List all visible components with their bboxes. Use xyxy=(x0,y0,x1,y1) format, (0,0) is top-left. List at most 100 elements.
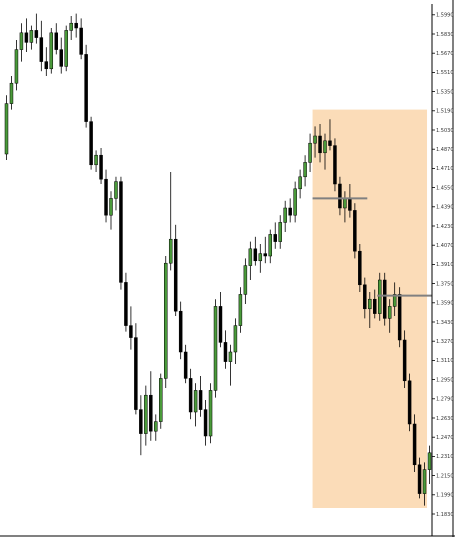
y-tick-label: 1.5190 xyxy=(436,109,454,115)
y-tick-label: 1.4390 xyxy=(436,205,454,211)
candle xyxy=(168,172,173,271)
candle-body-bear xyxy=(188,378,193,413)
candle-body-bear xyxy=(273,234,277,242)
candle xyxy=(94,150,98,172)
candle xyxy=(4,95,9,160)
candle-body-bear xyxy=(412,423,417,466)
candle-body-bear xyxy=(59,49,63,67)
candle xyxy=(59,37,63,74)
candle-body-bear xyxy=(124,282,128,326)
candle-body-bear xyxy=(84,54,88,122)
candle xyxy=(363,277,367,319)
candle xyxy=(19,23,24,62)
candle-body-bear xyxy=(338,183,342,209)
candle-body-bear xyxy=(173,238,178,312)
candle-body-bull xyxy=(248,248,253,266)
candle-body-bull xyxy=(343,198,347,209)
candle xyxy=(154,414,158,441)
candle-body-bear xyxy=(288,207,292,216)
candle xyxy=(387,299,392,333)
candle xyxy=(268,229,272,264)
y-tick-label: 1.3750 xyxy=(436,281,454,287)
candle-body-bull xyxy=(422,469,427,494)
candle xyxy=(378,272,382,321)
candle xyxy=(9,76,14,110)
candle-body-bull xyxy=(164,262,168,379)
candle-body-bull xyxy=(19,32,24,50)
candle xyxy=(178,301,183,360)
candle xyxy=(243,258,248,304)
candle-body-bear xyxy=(129,325,133,338)
candle xyxy=(213,299,218,398)
candle-body-bear xyxy=(333,145,337,185)
candle-body-bull xyxy=(298,176,302,190)
candle-body-bear xyxy=(353,210,357,252)
candle-body-bear xyxy=(328,140,332,146)
candle-body-bull xyxy=(69,22,73,31)
candle xyxy=(34,13,39,44)
candle-body-bull xyxy=(427,452,432,470)
candle xyxy=(69,16,73,40)
candle-body-bear xyxy=(407,380,412,425)
candle xyxy=(382,272,387,326)
y-tick-label: 1.2310 xyxy=(436,454,454,460)
candle xyxy=(427,445,432,484)
candle xyxy=(29,25,34,50)
candle xyxy=(412,414,417,472)
y-tick-label: 1.5990 xyxy=(436,13,454,19)
candle xyxy=(298,169,302,199)
candle xyxy=(397,287,402,348)
candle xyxy=(402,330,407,388)
y-tick-label: 1.4230 xyxy=(436,224,454,230)
candle-body-bull xyxy=(392,294,397,307)
candle-body-bull xyxy=(168,238,173,264)
candle xyxy=(353,203,357,259)
candle xyxy=(14,40,19,91)
candle xyxy=(293,181,297,223)
candle xyxy=(49,28,54,74)
candle-body-bull xyxy=(268,234,272,257)
candle-body-bull xyxy=(4,103,9,155)
candle xyxy=(303,155,307,187)
y-tick-label: 1.1990 xyxy=(436,493,454,499)
candle-body-bear xyxy=(74,22,78,29)
candle-body-bear xyxy=(44,61,49,70)
candle-body-bull xyxy=(154,421,158,432)
candle-body-bull xyxy=(313,135,317,144)
y-tick-label: 1.2790 xyxy=(436,397,454,403)
candle-body-bull xyxy=(49,32,54,70)
candle-body-bear xyxy=(34,30,39,38)
candle-body-bull xyxy=(293,188,297,216)
candle xyxy=(333,138,337,192)
candle xyxy=(129,306,133,350)
level-lines-layer xyxy=(312,197,432,297)
candle xyxy=(208,383,213,444)
candle-body-bull xyxy=(94,154,98,166)
candle-body-bear xyxy=(24,32,29,43)
candle-body-bull xyxy=(9,82,14,104)
y-tick-label: 1.4870 xyxy=(436,147,454,153)
y-tick-label: 1.2630 xyxy=(436,416,454,422)
y-tick-label: 1.4710 xyxy=(436,166,454,172)
candle xyxy=(407,373,412,432)
candle-body-bull xyxy=(243,265,248,295)
candle xyxy=(238,287,243,333)
candle xyxy=(318,124,322,163)
candle-body-bull xyxy=(114,181,118,199)
candle xyxy=(74,13,78,38)
candle xyxy=(39,20,44,72)
candle xyxy=(288,198,292,223)
candle xyxy=(233,318,238,364)
candle-body-bull xyxy=(308,142,312,163)
y-tick-label: 1.3590 xyxy=(436,301,454,307)
candle-body-bear xyxy=(79,27,83,55)
candle xyxy=(203,400,208,446)
y-tick-label: 1.4550 xyxy=(436,185,454,191)
candle-body-bear xyxy=(198,390,203,410)
candle xyxy=(263,236,268,264)
candle xyxy=(99,148,103,184)
candle xyxy=(283,200,287,232)
candle-body-bull xyxy=(228,351,233,362)
candle-body-bear xyxy=(203,409,208,437)
candle xyxy=(422,462,427,506)
